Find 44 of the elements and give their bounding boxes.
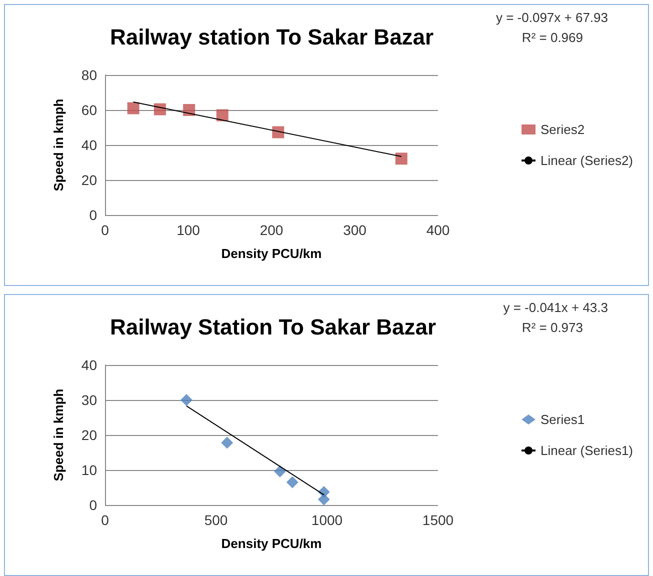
y-axis-title: Speed in kmph [51, 388, 66, 482]
x-tick-label: 300 [343, 222, 367, 238]
y-tick-label: 20 [81, 172, 98, 188]
x-tick-label: 0 [101, 222, 110, 238]
legend-label: Series2 [540, 122, 585, 137]
point [318, 493, 330, 506]
x-axis-title: Density PCU/km [221, 536, 322, 551]
x-tick-label: 200 [260, 222, 284, 238]
x-tick-label: 400 [426, 222, 450, 238]
legend-label: Linear (Series2) [540, 153, 634, 168]
y-tick-label: 80 [81, 67, 98, 83]
legend-label: Linear (Series1) [540, 443, 634, 458]
point [127, 102, 140, 114]
chart-title: Railway Station To Sakar Bazar [110, 314, 436, 340]
x-tick-label: 1000 [311, 512, 343, 528]
y-tick-label: 40 [81, 357, 98, 373]
y-tick-label: 0 [89, 497, 98, 513]
point [180, 394, 192, 406]
y-tick-label: 0 [89, 207, 98, 223]
x-tick-label: 500 [204, 512, 228, 528]
point [154, 103, 166, 116]
text: y = -0.097x + 67.93 [496, 10, 608, 25]
text: y = -0.041x + 43.3 [503, 300, 608, 315]
point [395, 152, 408, 165]
point [216, 109, 228, 122]
point [272, 126, 284, 138]
point [221, 436, 234, 449]
point [274, 465, 286, 478]
y-tick-label: 20 [81, 427, 98, 443]
x-tick-label: 0 [101, 512, 110, 528]
y-tick-label: 10 [81, 462, 98, 478]
y-axis-title: Speed in kmph [51, 98, 66, 192]
x-tick-label: 1500 [422, 512, 454, 528]
y-tick-label: 60 [81, 102, 98, 118]
y-tick-label: 30 [81, 392, 98, 408]
chart-title: Railway station To Sakar Bazar [110, 24, 434, 50]
x-axis-title: Density PCU/km [221, 246, 322, 261]
y-tick-label: 40 [81, 137, 98, 153]
text: R² = 0.973 [522, 320, 584, 335]
text: R² = 0.969 [522, 30, 584, 45]
point [286, 476, 298, 488]
point [183, 104, 196, 116]
legend-label: Series1 [540, 412, 585, 427]
x-tick-label: 100 [176, 222, 200, 238]
